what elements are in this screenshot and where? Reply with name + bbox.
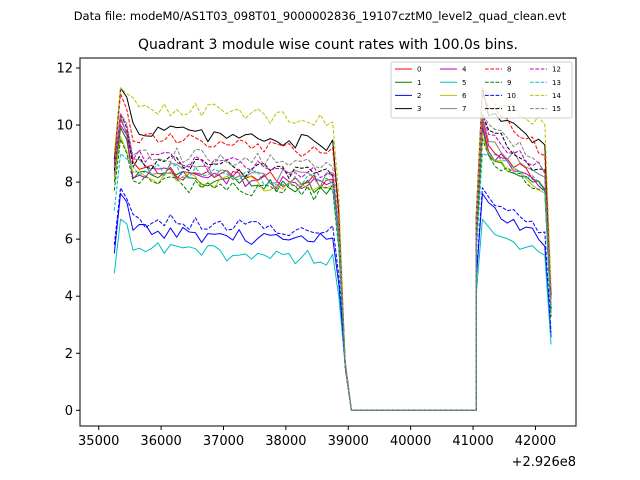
- y-tick-label: 4: [65, 290, 73, 305]
- y-tick-label: 12: [56, 61, 73, 76]
- legend-label-2: 2: [417, 92, 421, 100]
- x-offset-label: +2.926e8: [512, 455, 576, 470]
- y-tick-label: 8: [65, 176, 73, 191]
- chart-title: Quadrant 3 module wise count rates with …: [138, 37, 518, 53]
- series-line-5: [113, 218, 552, 411]
- y-tick-label: 2: [65, 347, 73, 362]
- x-tick-label: 35000: [78, 434, 119, 449]
- legend-label-0: 0: [417, 66, 421, 74]
- series-line-13: [113, 153, 552, 411]
- legend-label-13: 13: [552, 79, 561, 87]
- x-tick-label: 41000: [452, 434, 493, 449]
- y-tick-label: 6: [65, 233, 73, 248]
- y-tick-label: 10: [56, 119, 73, 134]
- legend-label-5: 5: [462, 79, 466, 87]
- series-line-14: [113, 87, 552, 411]
- legend-label-10: 10: [507, 92, 516, 100]
- series-line-9: [113, 138, 552, 411]
- figure-suptitle: Data file: modeM0/AS1T03_098T01_90000028…: [74, 9, 567, 23]
- series-line-15: [113, 113, 552, 411]
- plot-area: [80, 58, 576, 426]
- x-tick-label: 36000: [140, 434, 181, 449]
- legend-label-9: 9: [507, 79, 511, 87]
- legend-label-8: 8: [507, 66, 511, 74]
- series-line-12: [113, 113, 552, 411]
- x-tick-label: 39000: [328, 434, 369, 449]
- legend-label-7: 7: [462, 105, 466, 113]
- x-tick-label: 42000: [515, 434, 556, 449]
- x-tick-label: 38000: [265, 434, 306, 449]
- series-group: [113, 87, 552, 411]
- x-tick-label: 37000: [203, 434, 244, 449]
- legend-label-1: 1: [417, 79, 421, 87]
- axes-group: 35000 36000 37000 38000 39000 40000 41000 42000…: [56, 61, 556, 449]
- x-tick-label: 40000: [390, 434, 431, 449]
- y-tick-label: 0: [65, 404, 73, 419]
- legend-label-14: 14: [552, 92, 561, 100]
- legend-label-4: 4: [462, 66, 467, 74]
- legend-label-3: 3: [417, 105, 421, 113]
- legend-label-11: 11: [507, 105, 516, 113]
- series-line-10: [113, 187, 552, 411]
- legend-box: [390, 61, 573, 119]
- legend-label-15: 15: [552, 105, 561, 113]
- legend-label-12: 12: [552, 66, 561, 74]
- plot-border: [79, 57, 577, 427]
- legend-label-6: 6: [462, 92, 467, 100]
